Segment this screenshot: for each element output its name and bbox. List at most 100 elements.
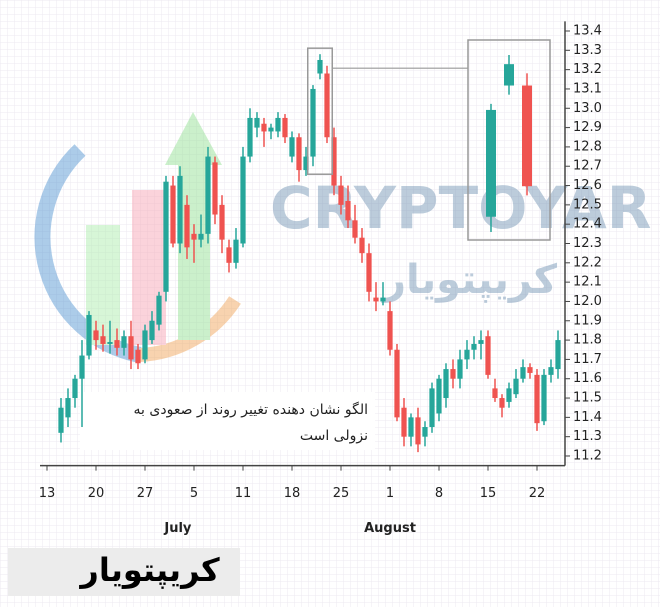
candle-body — [100, 336, 106, 344]
highlight-box — [307, 47, 333, 175]
candle-body — [338, 185, 344, 205]
y-tick-label: 13.3 — [573, 43, 602, 58]
candle-body — [408, 417, 414, 437]
y-tick-label: 11.2 — [573, 449, 602, 464]
y-tick-label: 12.8 — [573, 139, 602, 154]
candle-body — [79, 355, 85, 379]
candle-body — [275, 117, 281, 132]
x-tick-label: 27 — [137, 486, 154, 501]
inset-candle-body — [522, 85, 532, 187]
candle-body — [310, 88, 316, 157]
candle-body — [555, 340, 561, 370]
y-tick-label: 12.4 — [573, 217, 602, 232]
candle-body — [135, 349, 141, 364]
watermark-text: کریپتویار — [381, 257, 558, 303]
annotation-box — [80, 392, 375, 450]
x-tick-label: 18 — [284, 486, 301, 501]
candle-body — [331, 137, 337, 186]
candle-body — [219, 204, 225, 240]
candle-body — [184, 204, 190, 248]
candle-body — [422, 427, 428, 437]
candle-body — [324, 73, 330, 138]
candle-body — [198, 233, 204, 240]
y-tick-label: 11.9 — [573, 313, 602, 328]
y-tick-label: 12.9 — [573, 120, 602, 135]
x-tick-label: 11 — [235, 486, 252, 501]
x-tick-label: 20 — [88, 486, 105, 501]
y-tick-label: 11.8 — [573, 333, 602, 348]
candle-body — [478, 340, 484, 344]
candle-body — [240, 156, 246, 244]
y-tick-label: 12.5 — [573, 197, 602, 212]
candle-body — [149, 320, 155, 341]
candle-body — [114, 340, 120, 348]
candle-body — [541, 374, 547, 422]
y-tick-label: 12.0 — [573, 294, 602, 309]
x-tick-label: 5 — [190, 486, 198, 501]
y-tick-label: 12.6 — [573, 178, 602, 193]
logo: کریپتویار — [78, 551, 220, 589]
candle-body — [317, 59, 323, 74]
candle-body — [415, 417, 421, 445]
candle-body — [457, 359, 463, 379]
candle-body — [226, 247, 232, 263]
month-label: August — [364, 521, 416, 536]
x-tick-label: 13 — [39, 486, 56, 501]
candle-body — [492, 388, 498, 399]
candle-body — [128, 336, 134, 360]
y-tick-label: 13.1 — [573, 81, 602, 96]
watermark-arc — [139, 296, 241, 362]
candle-body — [212, 162, 218, 215]
y-tick-label: 12.7 — [573, 159, 602, 174]
candle-body — [345, 200, 351, 221]
candle-body — [177, 175, 183, 244]
y-tick-label: 12.3 — [573, 236, 602, 251]
y-tick-label: 12.2 — [573, 255, 602, 270]
y-tick-label: 13.4 — [573, 23, 602, 38]
candle-body — [352, 220, 358, 238]
candle-body — [485, 336, 491, 375]
candle-body — [548, 367, 554, 375]
inset-candle-body — [504, 64, 514, 86]
candle-body — [72, 378, 78, 399]
candle-body — [289, 137, 295, 157]
candle-body — [373, 297, 379, 302]
y-tick-label: 11.5 — [573, 391, 602, 406]
candle-body — [282, 117, 288, 138]
candle-body — [436, 378, 442, 414]
candle-body — [513, 378, 519, 395]
candle-body — [527, 367, 533, 373]
candle-body — [205, 156, 211, 234]
candle-body — [506, 388, 512, 402]
candle-body — [107, 342, 113, 344]
candle-body — [471, 343, 477, 350]
x-tick-label: 25 — [333, 486, 350, 501]
candle-body — [534, 374, 540, 424]
candle-body — [247, 117, 253, 157]
candle-body — [387, 311, 393, 350]
month-label: July — [163, 521, 192, 536]
candle-body — [65, 398, 71, 418]
logo-box — [8, 548, 240, 596]
candle-body — [163, 181, 169, 292]
candle-body — [499, 398, 505, 408]
candle-body — [86, 314, 92, 356]
candle-body — [233, 239, 239, 263]
y-tick-label: 13.2 — [573, 62, 602, 77]
candle-body — [142, 330, 148, 360]
candle-body — [464, 349, 470, 360]
x-tick-label: 8 — [435, 486, 443, 501]
candle-body — [359, 237, 365, 254]
y-tick-label: 11.7 — [573, 352, 602, 367]
candle-body — [429, 388, 435, 428]
candle-body — [254, 117, 260, 128]
candle-body — [450, 369, 456, 379]
candle-body — [93, 330, 99, 341]
candle-body — [520, 367, 526, 379]
candle-body — [121, 336, 127, 348]
candle-body — [156, 295, 162, 325]
candle-body — [394, 349, 400, 418]
inset-candle-body — [486, 109, 496, 217]
candle-body — [303, 156, 309, 171]
candle-body — [401, 407, 407, 437]
